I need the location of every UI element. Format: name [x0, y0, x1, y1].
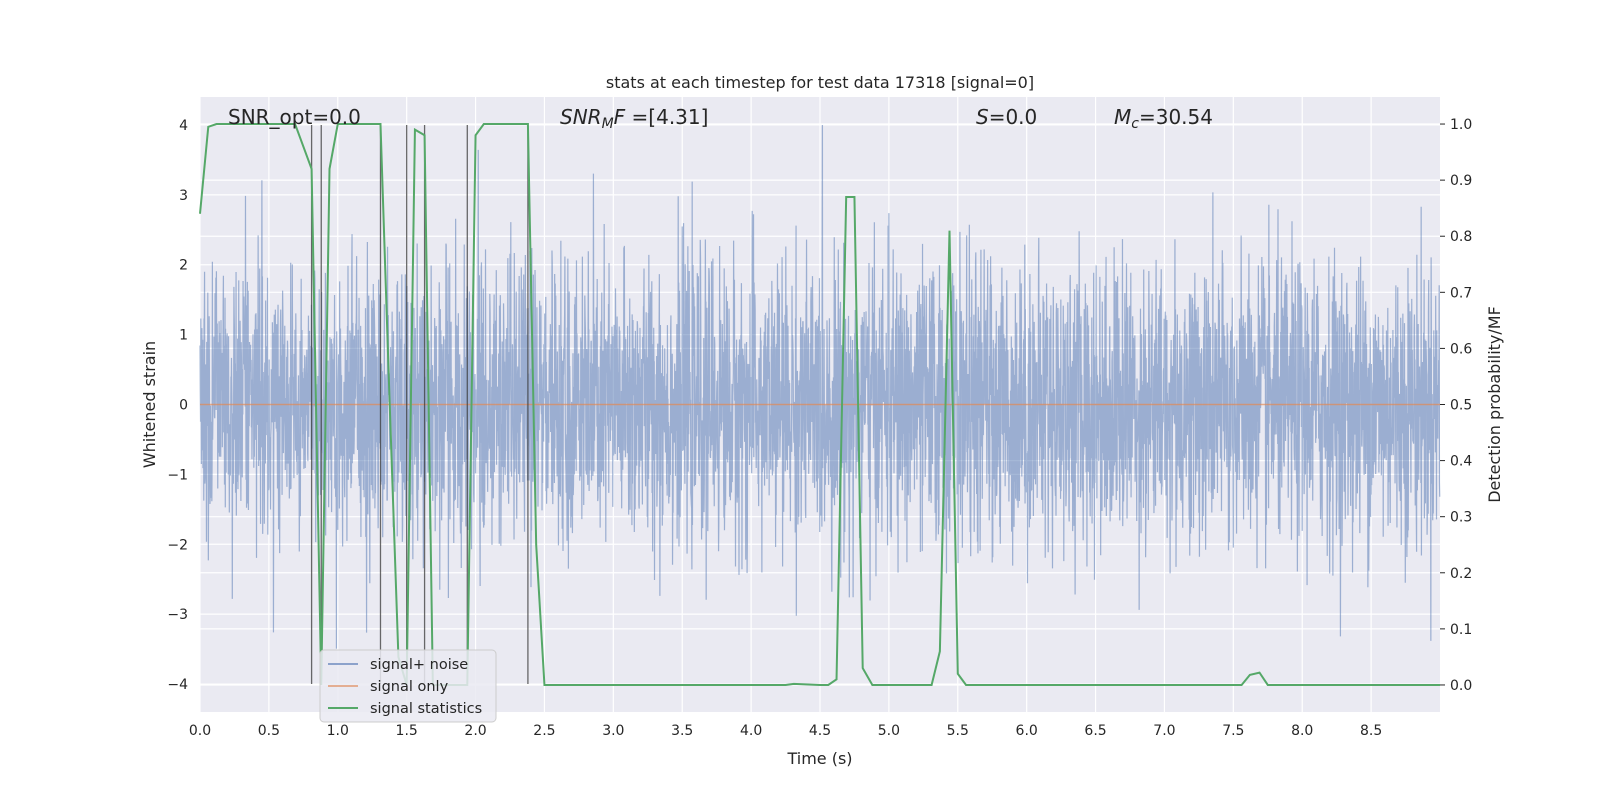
- y-tick-label: 1: [179, 328, 188, 344]
- annotation-snr-mf-value-text: =[4.31]: [632, 105, 709, 129]
- annotation-s-value: =0.0: [989, 105, 1038, 129]
- annotation-snr-mf-sub: M: [602, 116, 614, 132]
- y2-tick-label: 1.0: [1450, 117, 1472, 133]
- x-tick-label: 7.0: [1153, 723, 1175, 739]
- left-y-ticks: 4 3 2 1 0 −1 −2 −3 −4: [167, 118, 188, 693]
- x-tick-label: 4.5: [809, 723, 831, 739]
- x-tick-label: 1.0: [327, 723, 349, 739]
- signal-statistics-series: [199, 123, 1440, 686]
- annotation-mc: Mc=30.54: [1114, 105, 1213, 132]
- x-tick-label: 6.0: [1016, 723, 1038, 739]
- annotation-snr-mf-rest-italic: F: [614, 105, 626, 129]
- y-tick-label: 0: [179, 398, 188, 414]
- annotation-snr-mf-main: SNR: [560, 105, 602, 129]
- annotation-snr-mf: SNRMF =[4.31]: [560, 105, 708, 132]
- legend-label: signal statistics: [370, 701, 482, 717]
- x-tick-label: 0.5: [258, 723, 280, 739]
- y-tick-label: −1: [167, 467, 188, 483]
- y2-tick-label: 0.4: [1450, 454, 1472, 470]
- y2-tick-label: 0.5: [1450, 398, 1472, 414]
- x-tick-label: 7.5: [1222, 723, 1244, 739]
- x-ticks: 0.0 0.5 1.0 1.5 2.0 2.5 3.0 3.5 4.0 4.5 5.0 5.5 6.0 6…: [189, 723, 1382, 739]
- legend: signal+ noise signal only signal statistic…: [319, 649, 497, 723]
- y-tick-label: 3: [179, 188, 188, 204]
- chart-title: stats at each timestep for test data 173…: [606, 73, 1034, 92]
- y2-tick-label: 0.7: [1450, 285, 1472, 301]
- x-tick-label: 2.5: [533, 723, 555, 739]
- y2-tick-label: 0.8: [1450, 229, 1472, 245]
- y-tick-label: 2: [179, 258, 188, 274]
- x-tick-label: 0.0: [189, 723, 211, 739]
- annotation-s: S=0.0: [976, 105, 1037, 129]
- y-axis-label: Whitened strain: [140, 341, 159, 468]
- legend-box: [319, 649, 497, 723]
- y-tick-label: −4: [167, 677, 188, 693]
- y2-tick-label: 0.9: [1450, 173, 1472, 189]
- x-tick-label: 5.0: [878, 723, 900, 739]
- legend-label: signal only: [370, 679, 449, 695]
- y-tick-label: −3: [167, 607, 188, 623]
- x-tick-label: 5.5: [947, 723, 969, 739]
- y2-tick-label: 0.3: [1450, 510, 1472, 526]
- annotation-mc-value: =30.54: [1139, 105, 1213, 129]
- y-tick-label: 4: [179, 118, 188, 134]
- y2-axis-label: Detection probability/MF: [1485, 306, 1504, 503]
- annotation-mc-symbol: M: [1114, 105, 1131, 129]
- x-tick-label: 4.0: [740, 723, 762, 739]
- y-tick-label: −2: [167, 537, 188, 553]
- y2-tick-label: 0.1: [1450, 622, 1472, 638]
- x-tick-label: 6.5: [1084, 723, 1106, 739]
- x-tick-label: 1.5: [396, 723, 418, 739]
- x-tick-label: 8.0: [1291, 723, 1313, 739]
- y2-tick-label: 0.2: [1450, 566, 1472, 582]
- annotation-mc-sub: c: [1131, 116, 1139, 132]
- x-tick-label: 8.5: [1360, 723, 1382, 739]
- x-tick-label: 3.0: [602, 723, 624, 739]
- y2-tick-label: 0.6: [1450, 341, 1472, 357]
- x-axis-label: Time (s): [786, 749, 852, 768]
- annotation-s-symbol: S: [976, 105, 989, 129]
- annotation-snr-opt: SNR_opt=0.0: [228, 105, 361, 129]
- legend-label: signal+ noise: [370, 657, 468, 673]
- vertical-markers: [310, 124, 529, 685]
- x-tick-label: 2.0: [464, 723, 486, 739]
- y2-tick-label: 0.0: [1450, 678, 1472, 694]
- signal-statistics-line: [199, 123, 1440, 686]
- right-y-ticks: 1.0 0.9 0.8 0.7 0.6 0.5 0.4 0.3 0.2 0.1 0.0: [1440, 117, 1472, 694]
- x-tick-label: 3.5: [671, 723, 693, 739]
